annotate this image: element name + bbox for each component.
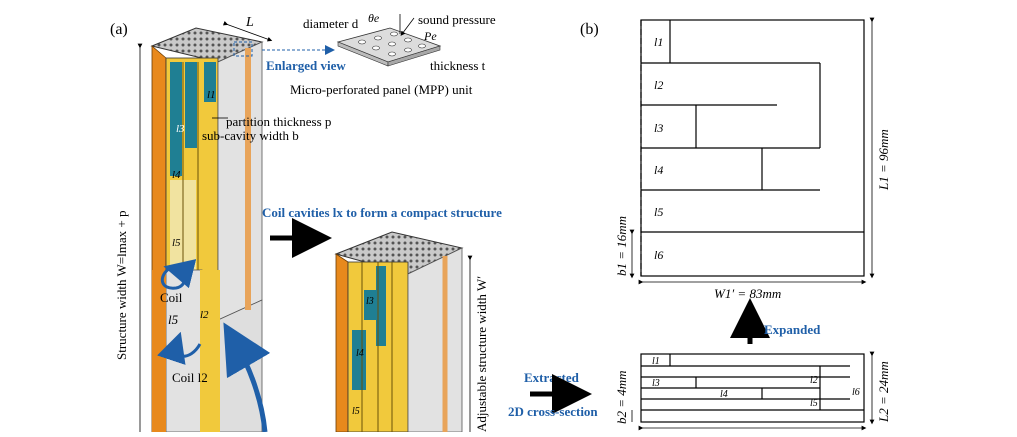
cross-section-label: 2D cross-section (508, 404, 598, 419)
compact-l4: l4 (356, 348, 364, 359)
bc-l4: l4 (720, 389, 728, 400)
mpp-unit (336, 14, 442, 67)
panel-b-label: (b) (580, 21, 599, 38)
coil-heading: Coil cavities lx to form a compact struc… (262, 205, 502, 220)
coil-arrow-2 (157, 331, 202, 365)
mpp-caption: Micro-perforated panel (MPP) unit (290, 82, 473, 97)
big-blue-arrow (223, 322, 271, 433)
W1-label: W1′ = 83mm (714, 286, 781, 301)
tall-l3: l3 (176, 123, 185, 135)
structure-width: Structure width W=lmax + p (114, 211, 129, 360)
mpp-sound-pressure: sound pressure (418, 12, 496, 27)
bc-l5: l5 (810, 398, 818, 409)
cross-section-compact (640, 353, 865, 423)
panel-a-label: (a) (110, 21, 128, 38)
bc-l3: l3 (652, 378, 660, 389)
enlarged-view-label: Enlarged view (266, 58, 346, 73)
mpp-thickness: thickness t (430, 58, 486, 73)
tall-l2: l2 (200, 309, 209, 321)
compact-structure (334, 231, 464, 433)
L2-label: L2 = 24mm (876, 361, 891, 423)
extracted-label: Extracted (524, 370, 580, 385)
subcavity-width: sub-cavity width b (202, 128, 299, 143)
cross-section-large (640, 19, 865, 277)
mpp-diameter: diameter d (303, 16, 359, 31)
bc-l6: l6 (852, 387, 860, 398)
tall-l1: l1 (207, 89, 216, 101)
bc-l1: l1 (652, 356, 660, 367)
expanded-label: Expanded (764, 322, 821, 337)
adjustable-width: Adjustable structure width W′ (474, 276, 489, 432)
tall-l4: l4 (172, 169, 181, 181)
b2-label: b2 = 4mm (614, 370, 629, 424)
b1-label: b1 = 16mm (614, 216, 629, 276)
b-l4: l4 (654, 163, 663, 177)
b-l6: l6 (654, 248, 663, 262)
b-l2: l2 (654, 78, 663, 92)
dim-L: L (245, 15, 254, 30)
bc-l2: l2 (810, 375, 818, 386)
mpp-theta: θe (368, 11, 380, 25)
coil-label-1: Coil (160, 290, 183, 305)
b-l1: l1 (654, 35, 663, 49)
dim-L-line (222, 20, 273, 42)
coil-arrow-1 (160, 259, 197, 290)
compact-l3: l3 (366, 296, 374, 307)
coil-label-2: Coil l2 (172, 370, 208, 385)
mpp-pe: Pe (423, 29, 437, 43)
L1-label: L1 = 96mm (876, 129, 891, 191)
b-l5: l5 (654, 205, 663, 219)
tall-l5: l5 (172, 237, 181, 249)
coil-l5: l5 (168, 312, 179, 327)
b-l3: l3 (654, 121, 663, 135)
partition-thickness: partition thickness p (226, 114, 331, 129)
compact-l5: l5 (352, 406, 360, 417)
